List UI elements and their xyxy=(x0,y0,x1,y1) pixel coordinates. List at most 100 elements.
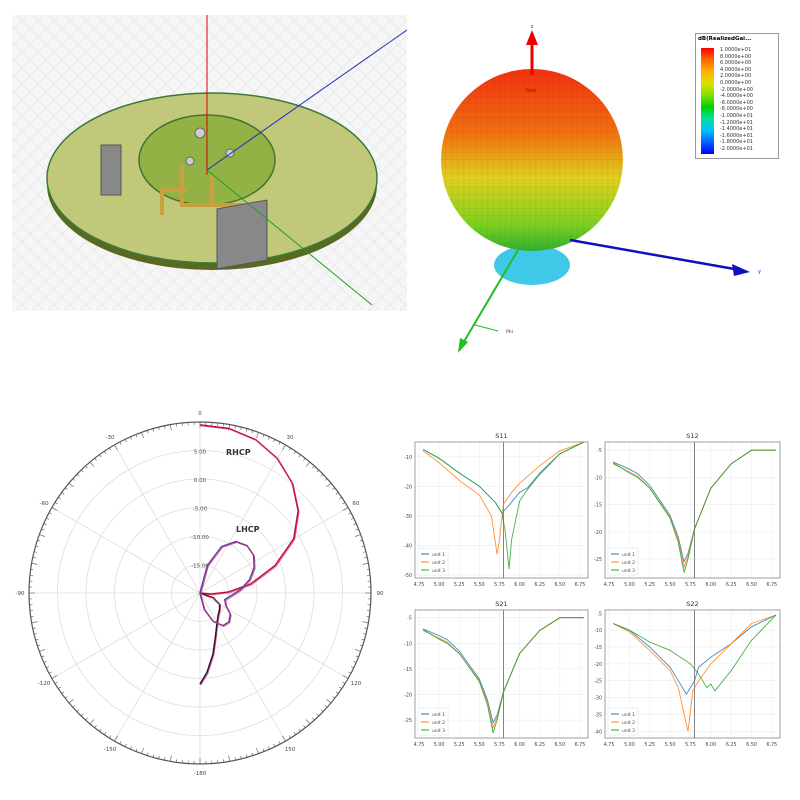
polar-pattern-chart: 0 30 60 90 120 150 -180 -150 -120 -90 -60 -30 5.00 0.… xyxy=(16,411,384,777)
angle-tick xyxy=(240,427,242,431)
x-tick-label: 6.75 xyxy=(767,742,778,748)
y-tick-label: -10 xyxy=(594,475,602,481)
angle-tick xyxy=(141,747,144,754)
grid-line xyxy=(12,15,157,158)
angle-tick xyxy=(54,502,58,505)
legend-label: unit 2 xyxy=(432,560,445,566)
angle-tick xyxy=(41,528,45,531)
angle-tick xyxy=(76,709,80,713)
legend-label: unit 3 xyxy=(432,728,445,734)
x-tick-label: 6.75 xyxy=(575,582,586,588)
x-tick-label: 6.50 xyxy=(746,582,757,588)
y-tick-label: -20 xyxy=(404,484,412,490)
chart-s21: S21 4.75 5.00 5.25 5.50 5.75 6.00 6.25 6.50 6.75 -… xyxy=(404,600,589,748)
angle-tick xyxy=(146,430,149,434)
radial-tick-label: -10.00 xyxy=(191,535,209,541)
y-tick-label: -40 xyxy=(594,729,602,735)
x-tick-label: 5.00 xyxy=(624,582,635,588)
legend-value: -1.8000e+01 xyxy=(720,139,753,146)
y-tick-label: -25 xyxy=(594,557,602,563)
legend-value: -2.0000e+01 xyxy=(720,145,753,152)
y-tick-label: -50 xyxy=(404,573,412,579)
legend-value: 1.0000e+01 xyxy=(720,47,752,53)
angle-tick xyxy=(332,696,335,699)
angle-tick xyxy=(342,507,349,511)
angle-tick xyxy=(41,655,45,658)
grid-line xyxy=(271,177,407,311)
y-tick-label: -30 xyxy=(594,696,602,702)
legend-value: 4.0000e+00 xyxy=(720,66,752,73)
grid-line xyxy=(12,247,77,311)
legend-value: -1.4000e+01 xyxy=(720,126,753,133)
radiation-pattern-3d: z Theta y Phi xyxy=(441,24,761,353)
phi-label: Phi xyxy=(506,329,513,335)
radial-tick-label: -5.00 xyxy=(193,507,208,513)
z-arrowhead-icon xyxy=(526,30,538,45)
x-axis-arrow xyxy=(461,249,519,346)
angle-tick xyxy=(31,621,38,623)
angle-tick xyxy=(94,725,97,728)
angle-tick xyxy=(303,725,306,728)
rhcp-annotation: RHCP xyxy=(226,448,251,457)
grid-line xyxy=(12,168,157,311)
legend-value: -2.0000e+00 xyxy=(720,86,753,93)
x-tick-label: 6.00 xyxy=(514,742,525,748)
grid-line xyxy=(303,15,407,118)
angle-tick xyxy=(362,621,369,623)
angle-tick xyxy=(61,492,65,495)
legend-title: dB(RealizedGai... xyxy=(698,36,752,42)
legend-value: 2.0000e+00 xyxy=(720,73,752,80)
x-tick-label: 4.75 xyxy=(414,582,425,588)
angle-tick xyxy=(85,465,88,469)
grid-line xyxy=(335,240,407,311)
angle-tick xyxy=(251,752,254,756)
angle-tick xyxy=(170,755,172,762)
angle-tick xyxy=(335,691,339,694)
angle-tick-label: 90 xyxy=(377,591,384,597)
angle-tick xyxy=(362,551,366,553)
angle-tick xyxy=(353,523,357,525)
y-tick-label: -15 xyxy=(594,503,602,509)
angle-tick xyxy=(326,482,332,488)
chart-legend: unit 1 unit 2 unit 3 xyxy=(417,707,449,736)
angle-tick xyxy=(48,671,52,674)
angle-tick xyxy=(282,735,286,742)
antenna-model-view xyxy=(12,15,407,311)
grid-line xyxy=(287,15,407,133)
angle-tick-label: 120 xyxy=(351,681,362,687)
chart-title: S12 xyxy=(686,432,698,440)
chart-title: S11 xyxy=(495,432,507,440)
angle-tick xyxy=(353,661,357,663)
series-line-unit-3 xyxy=(422,441,585,570)
x-tick-label: 6.25 xyxy=(726,742,737,748)
plot-frame xyxy=(604,441,781,579)
grid-line xyxy=(255,161,407,311)
x-tick-label: 6.00 xyxy=(705,742,716,748)
y-tick-label: -5 xyxy=(407,616,412,622)
x-tick-label: 4.75 xyxy=(604,582,615,588)
plot-frame xyxy=(414,441,589,579)
angle-tick xyxy=(288,447,291,451)
angle-tick xyxy=(68,482,74,488)
series-line-unit-3 xyxy=(612,614,777,692)
angle-tick-label: -60 xyxy=(40,501,49,507)
angle-tick xyxy=(298,728,301,732)
angle-tick-label: -90 xyxy=(16,591,25,597)
angle-tick xyxy=(305,461,311,467)
polar-series-rhcp-variant xyxy=(200,593,222,686)
angle-tick-label: 150 xyxy=(285,747,296,753)
chart-s22: S22 4.75 5.00 5.25 5.50 5.75 6.00 6.25 6.50 6.75 -… xyxy=(594,600,781,748)
legend-label: unit 1 xyxy=(622,552,635,558)
x-tick-label: 6.50 xyxy=(554,582,565,588)
legend-value: -8.0000e+00 xyxy=(720,106,753,113)
angle-tick xyxy=(324,705,328,708)
legend-value: -6.0000e+00 xyxy=(720,99,753,106)
angle-tick xyxy=(51,507,58,511)
x-tick-label: 5.75 xyxy=(685,582,696,588)
grid-line xyxy=(12,200,125,311)
polar-series-rhcp-variant xyxy=(200,425,300,596)
y-tick-label: -20 xyxy=(404,692,412,698)
angle-tick xyxy=(326,698,332,704)
series-line-unit-2 xyxy=(612,614,777,732)
chart-title: S21 xyxy=(495,600,507,608)
